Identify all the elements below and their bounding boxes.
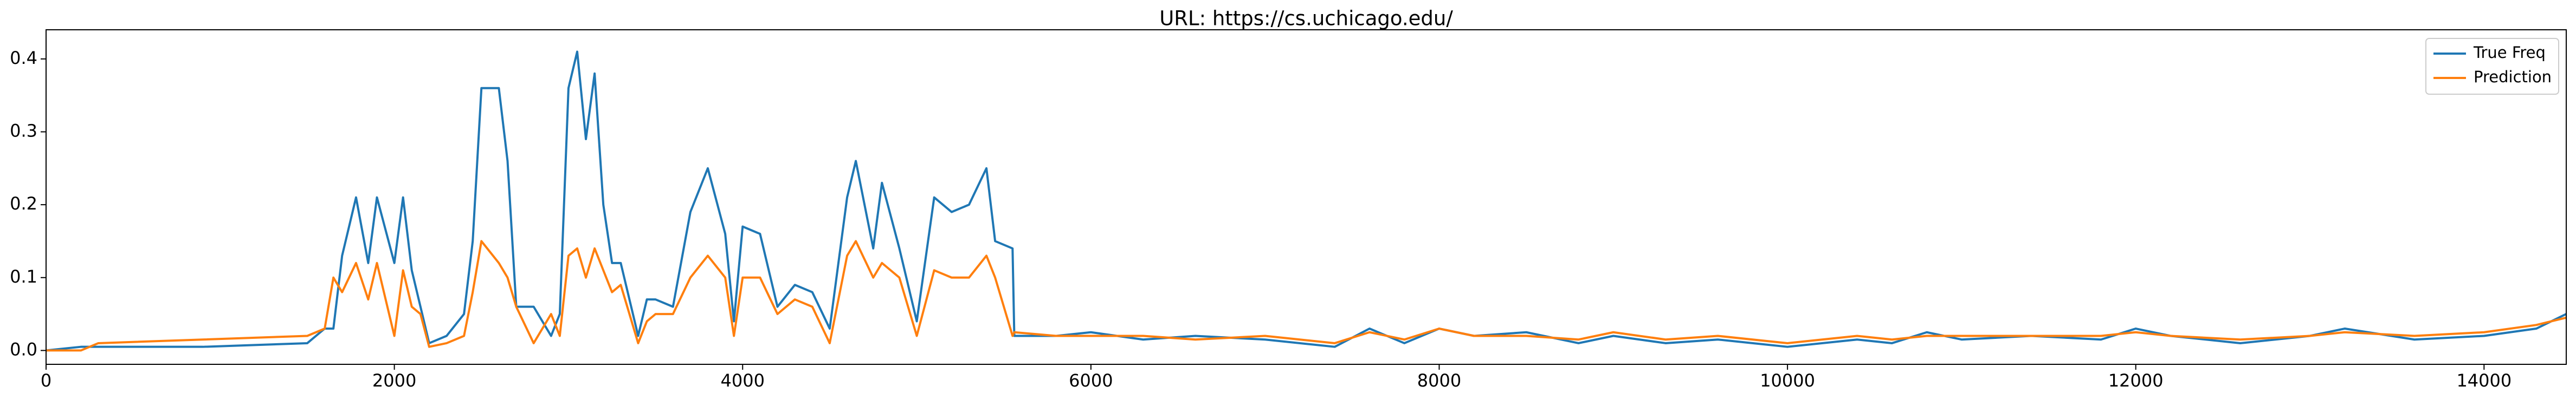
y-tick-label: 0.0 [10, 339, 37, 359]
y-tick-label: 0.2 [10, 193, 37, 214]
plot-frame [46, 29, 2567, 365]
x-tick-label: 14000 [2456, 370, 2512, 391]
y-tick-label: 0.3 [10, 120, 37, 141]
data-line [46, 240, 2567, 352]
chart-title: URL: https://cs.uchicago.edu/ [1159, 7, 1453, 30]
x-tick-label: 0 [41, 370, 51, 391]
x-tick-label: 4000 [721, 370, 765, 391]
y-tick-label: 0.1 [10, 266, 37, 287]
x-tick-label: 8000 [1417, 370, 1461, 391]
y-tick-label: 0.4 [10, 48, 37, 68]
legend-label: True Freq [2473, 43, 2546, 62]
x-tick-label: 6000 [1069, 370, 1113, 391]
legend-box [2425, 38, 2559, 95]
x-tick-label: 10000 [1760, 370, 1815, 391]
x-tick-label: 12000 [2108, 370, 2164, 391]
x-tick-label: 2000 [372, 370, 416, 391]
legend-label: Prediction [2474, 68, 2552, 86]
data-line [46, 50, 2567, 352]
